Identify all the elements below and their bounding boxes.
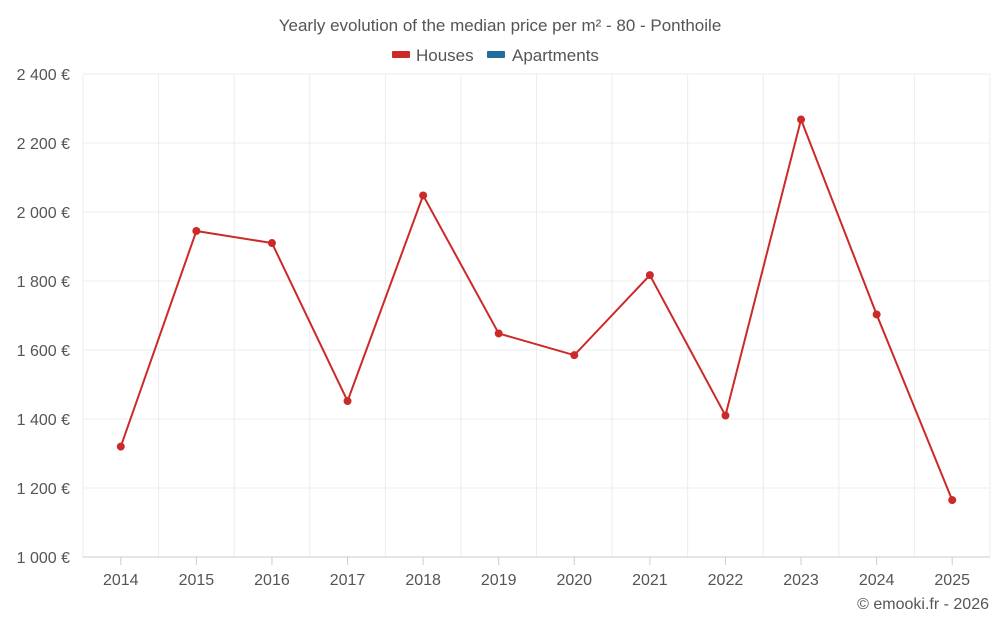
legend: Houses Apartments [392, 46, 599, 65]
x-tick-label: 2014 [103, 572, 139, 589]
legend-item-apartments[interactable]: Apartments [487, 46, 599, 65]
legend-label-houses: Houses [416, 46, 474, 65]
y-tick-label: 2 000 € [17, 205, 70, 222]
legend-swatch-apartments [487, 51, 505, 58]
legend-item-houses[interactable]: Houses [392, 46, 474, 65]
data-point-houses[interactable] [192, 226, 201, 235]
x-axis-ticks [120, 557, 953, 565]
x-tick-label: 2023 [783, 572, 819, 589]
x-gridlines [82, 74, 991, 557]
legend-label-apartments: Apartments [512, 46, 599, 65]
data-point-houses[interactable] [419, 191, 428, 200]
y-axis-tick-labels: 1 000 € 1 200 € 1 400 € 1 600 € 1 800 € 2 000… [17, 67, 70, 567]
legend-swatch-houses [392, 51, 410, 58]
x-tick-label: 2018 [405, 572, 441, 589]
data-point-houses[interactable] [645, 271, 654, 280]
y-tick-label: 1 200 € [17, 481, 70, 498]
y-tick-label: 2 200 € [17, 136, 70, 153]
data-point-houses[interactable] [343, 397, 352, 406]
data-point-houses[interactable] [948, 496, 957, 505]
y-tick-label: 1 800 € [17, 274, 70, 291]
y-tick-label: 2 400 € [17, 67, 70, 84]
y-tick-label: 1 600 € [17, 343, 70, 360]
x-tick-label: 2022 [708, 572, 744, 589]
data-point-houses[interactable] [494, 329, 503, 338]
data-point-houses[interactable] [797, 115, 806, 124]
x-axis-tick-labels: 2014 2015 2016 2017 2018 2019 2020 2021 2022 2023… [103, 572, 970, 589]
x-tick-label: 2020 [556, 572, 592, 589]
x-tick-label: 2016 [254, 572, 290, 589]
x-tick-label: 2019 [481, 572, 517, 589]
data-point-houses[interactable] [116, 442, 125, 451]
x-tick-label: 2025 [934, 572, 970, 589]
data-point-houses[interactable] [872, 310, 881, 319]
x-tick-label: 2021 [632, 572, 668, 589]
series-line-houses [119, 116, 954, 501]
x-tick-label: 2015 [179, 572, 215, 589]
x-tick-label: 2024 [859, 572, 895, 589]
chart-title: Yearly evolution of the median price per… [279, 16, 722, 35]
data-point-houses[interactable] [721, 411, 730, 420]
data-point-houses[interactable] [267, 239, 276, 248]
x-tick-label: 2017 [330, 572, 366, 589]
y-tick-label: 1 400 € [17, 412, 70, 429]
y-tick-label: 1 000 € [17, 550, 70, 567]
credit-text: © emooki.fr - 2026 [857, 596, 989, 613]
data-point-houses[interactable] [570, 351, 579, 360]
series-group [116, 115, 957, 505]
